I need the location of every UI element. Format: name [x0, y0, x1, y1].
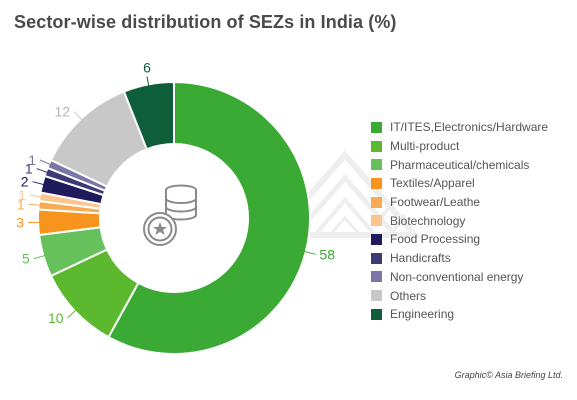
legend-label: Textiles/Apparel — [390, 176, 475, 191]
chart-title: Sector-wise distribution of SEZs in Indi… — [14, 12, 397, 32]
data-label-4: 1 — [17, 196, 25, 212]
data-label-2: 5 — [22, 251, 30, 267]
legend-label: Multi-product — [390, 139, 460, 154]
legend-swatch — [371, 290, 382, 302]
legend-item-10: Engineering — [371, 305, 571, 324]
legend-item-5: Biotechnology — [371, 211, 571, 230]
legend-label: Engineering — [390, 307, 455, 322]
leader-line-6 — [32, 181, 45, 186]
legend-item-3: Textiles/Apparel — [371, 174, 571, 193]
graphic-credit: Graphic© Asia Briefing Ltd. — [454, 370, 563, 380]
legend-swatch — [371, 196, 382, 208]
data-label-3: 3 — [16, 215, 24, 231]
legend-swatch — [371, 252, 382, 264]
legend-swatch — [371, 271, 382, 283]
legend-label: Non-conventional energy — [390, 269, 524, 284]
slices-group — [37, 80, 311, 355]
leader-line-8 — [39, 159, 52, 166]
legend-swatch — [371, 177, 382, 189]
legend-label: Biotechnology — [390, 213, 466, 228]
legend-item-7: Handicrafts — [371, 249, 571, 268]
legend-label: Footwear/Leathe — [390, 195, 481, 210]
legend-swatch — [371, 215, 382, 227]
leader-line-4 — [28, 203, 41, 206]
data-label-1: 10 — [48, 310, 64, 326]
data-label-9: 12 — [54, 104, 70, 120]
legend-item-9: Others — [371, 286, 571, 305]
legend-item-8: Non-conventional energy — [371, 268, 571, 287]
data-label-6: 2 — [21, 174, 29, 190]
slice-0 — [107, 80, 311, 355]
legend-item-6: Food Processing — [371, 230, 571, 249]
leader-line-10 — [146, 76, 150, 87]
data-label-7: 1 — [25, 161, 33, 177]
legend-item-1: Multi-product — [371, 137, 571, 156]
legend-swatch — [371, 308, 382, 320]
legend-label: Pharmaceutical/chemicals — [390, 157, 530, 172]
legend-swatch — [371, 233, 382, 245]
leader-line-2 — [33, 254, 46, 260]
legend-label: Food Processing — [390, 232, 481, 247]
coins-stack-icon — [143, 184, 197, 246]
slice-10 — [122, 80, 175, 151]
leader-line-9 — [73, 111, 83, 121]
leader-line-1 — [67, 309, 77, 319]
leader-line-7 — [36, 168, 49, 174]
legend-item-0: IT/ITES,Electronics/Hardware — [371, 118, 571, 137]
legend-label: Others — [390, 288, 427, 303]
legend-label: Handicrafts — [390, 251, 451, 266]
legend-item-2: Pharmaceutical/chemicals — [371, 155, 571, 174]
leader-line-5 — [29, 194, 42, 198]
leader-line-0 — [303, 250, 316, 255]
data-label-0: 58 — [319, 246, 335, 262]
legend-swatch — [371, 159, 382, 171]
legend-item-4: Footwear/Leathe — [371, 193, 571, 212]
data-label-8: 1 — [28, 152, 36, 168]
data-label-10: 6 — [143, 60, 151, 76]
legend-label: IT/ITES,Electronics/Hardware — [390, 120, 549, 135]
legend-swatch — [371, 121, 382, 133]
data-label-5: 1 — [18, 187, 26, 203]
chart-legend: IT/ITES,Electronics/Hardware Multi-produc… — [371, 118, 571, 324]
legend-swatch — [371, 140, 382, 152]
leader-lines — [28, 76, 316, 319]
